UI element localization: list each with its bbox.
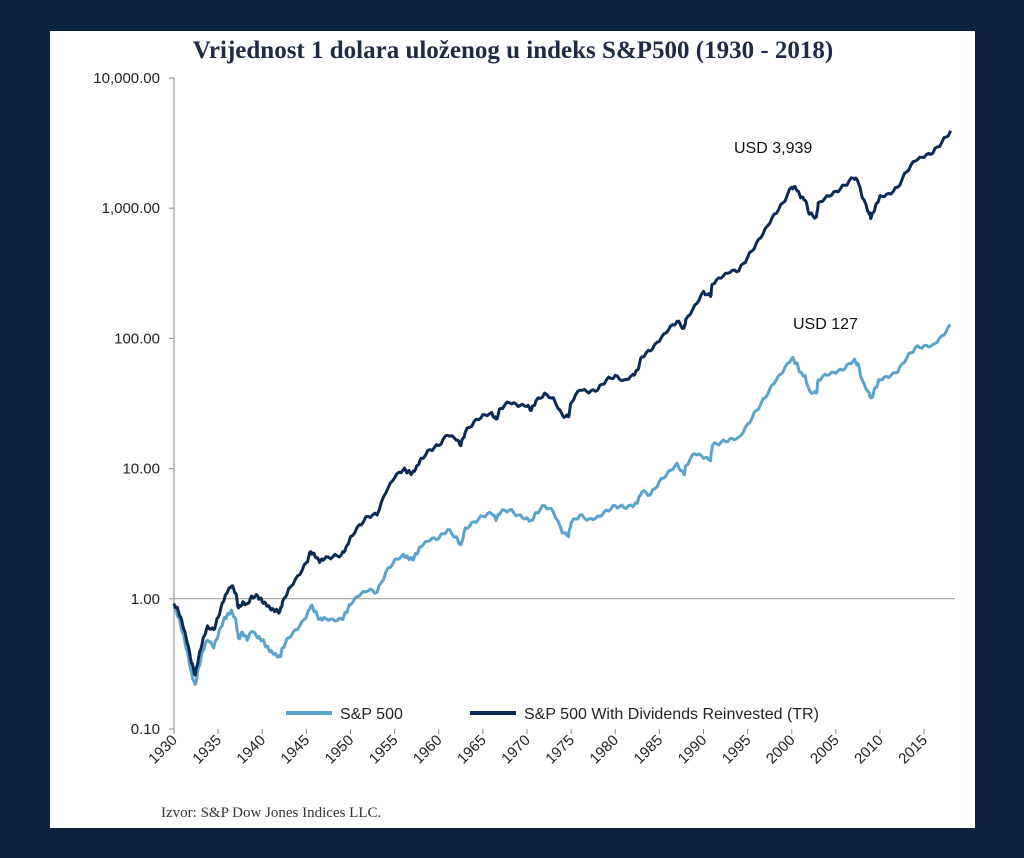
chart-card: Vrijednost 1 dolara uloženog u indeks S&… [50,31,975,828]
chart-svg: Vrijednost 1 dolara uloženog u indeks S&… [93,37,955,821]
x-tick-label: 2010 [851,732,887,768]
x-tick-label: 1965 [454,732,490,768]
x-tick-label: 1980 [586,732,622,768]
x-tick-label: 1990 [675,732,711,768]
x-tick-label: 1935 [189,732,225,768]
y-tick-label: 100.00 [114,330,160,347]
y-tick-label: 10.00 [122,461,160,478]
y-tick-label: 1.00 [131,591,160,608]
source-note: Izvor: S&P Dow Jones Indices LLC. [161,805,381,821]
series-line-tr [172,130,952,677]
x-tick-label: 1940 [233,732,269,768]
x-tick-label: 2005 [807,732,843,768]
x-tick-label: 2000 [763,732,799,768]
series-line-sp500 [173,323,952,686]
series-group [172,130,952,686]
y-tick-label: 10,000.00 [93,70,160,87]
x-tick-label: 2015 [895,732,931,768]
x-tick-label: 1950 [322,732,358,768]
legend-label-tr: S&P 500 With Dividends Reinvested (TR) [524,706,819,723]
x-tick-label: 1955 [366,732,402,768]
x-tick-label: 1995 [719,732,755,768]
x-axis: 1930 1935 1940 1945 1950 1955 1960 1965 1970 1975… [145,598,955,768]
x-tick-label: 1970 [498,732,534,768]
x-tick-label: 1945 [278,732,314,768]
y-axis: 10,000.00 1,000.00 100.00 10.00 1.00 0.10 [93,70,175,738]
x-tick-label: 1985 [631,732,667,768]
chart-title: Vrijednost 1 dolara uloženog u indeks S&… [193,37,834,64]
y-tick-label: 0.10 [131,721,160,738]
y-tick-label: 1,000.00 [102,200,160,217]
legend: S&P 500 S&P 500 With Dividends Reinveste… [286,706,819,723]
legend-label-sp500: S&P 500 [340,706,403,723]
tr-end-annotation: USD 3,939 [734,140,812,157]
sp-end-annotation: USD 127 [793,316,858,333]
x-tick-label: 1960 [410,732,446,768]
x-tick-label: 1975 [542,732,578,768]
